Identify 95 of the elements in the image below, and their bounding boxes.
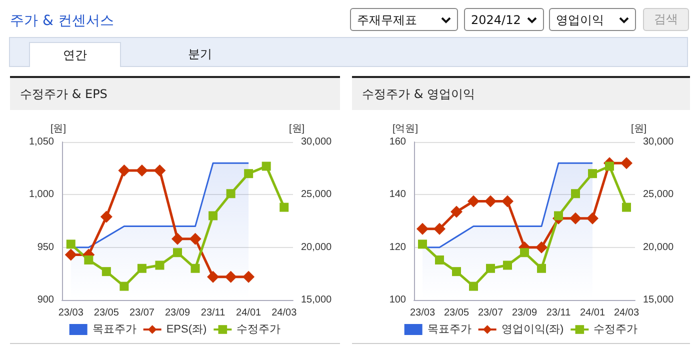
point	[226, 189, 236, 198]
point	[66, 240, 76, 249]
y2-tick-label: 30,000	[301, 136, 332, 148]
point	[137, 264, 146, 273]
point	[100, 210, 112, 223]
y-tick-label: 1,050	[28, 136, 54, 148]
y-tick-label: 900	[37, 294, 54, 306]
text: 분기	[187, 46, 213, 63]
x-tick-label: 23/11	[546, 308, 572, 318]
point	[173, 248, 182, 258]
point	[64, 248, 77, 261]
y-tick-label: 950	[37, 242, 54, 253]
point	[418, 240, 427, 249]
point	[450, 206, 462, 218]
point	[434, 222, 446, 235]
point	[242, 270, 255, 283]
point	[416, 222, 428, 235]
point	[280, 202, 289, 212]
point	[172, 232, 184, 245]
y-tick-label: 120	[389, 242, 406, 253]
point	[469, 282, 478, 291]
y2-tick-label: 30,000	[643, 136, 674, 148]
text: 검색	[643, 8, 689, 31]
legend-label: 목표주가	[427, 324, 472, 336]
y-axis-title: [원]	[50, 124, 66, 134]
point	[502, 195, 514, 208]
point	[554, 211, 563, 220]
y-tick-label: 1,000	[28, 189, 54, 200]
point	[537, 264, 546, 273]
x-tick-label: 23/05	[94, 308, 120, 318]
point	[486, 264, 495, 273]
point	[586, 212, 598, 224]
y2-axis-title: [원]	[631, 124, 647, 134]
point	[503, 260, 512, 270]
point	[207, 270, 220, 283]
chart-title: 수정주가 & 영업이익	[352, 78, 690, 110]
x-tick-label: 23/05	[444, 308, 470, 318]
point	[155, 260, 164, 270]
legend-label: EPS(좌)	[166, 324, 207, 336]
x-tick-label: 24/01	[236, 308, 262, 318]
point	[102, 267, 111, 276]
point	[452, 267, 461, 276]
point	[468, 195, 480, 208]
point	[189, 232, 202, 245]
point	[536, 241, 548, 254]
point	[262, 162, 271, 171]
point	[571, 189, 580, 198]
text: 2024/12	[471, 13, 521, 27]
x-tick-label: 23/09	[512, 308, 538, 318]
y2-tick-label: 20,000	[301, 242, 332, 253]
x-tick-label: 23/07	[129, 308, 155, 318]
point	[570, 212, 582, 224]
legend-label: 수정주가	[594, 324, 638, 336]
point	[484, 195, 496, 208]
y2-tick-label: 25,000	[643, 189, 674, 200]
x-tick-label: 23/03	[58, 308, 84, 318]
y-tick-label: 160	[389, 136, 406, 148]
x-tick-label: 23/09	[164, 308, 190, 318]
point	[520, 248, 529, 258]
text: 연간	[29, 42, 121, 67]
point	[118, 164, 130, 176]
legend-label: 목표주가	[92, 324, 136, 336]
point	[435, 255, 444, 264]
point	[154, 164, 166, 176]
y-tick-label: 100	[389, 294, 406, 306]
point	[190, 264, 200, 273]
x-tick-label: 24/01	[580, 308, 606, 318]
point	[620, 157, 632, 170]
legend-label: 영업이익(좌)	[501, 324, 564, 336]
point	[136, 164, 148, 176]
chart-title: 수정주가 & EPS	[10, 78, 340, 110]
y2-tick-label: 15,000	[643, 294, 674, 306]
point	[244, 169, 254, 178]
y2-tick-label: 15,000	[301, 294, 332, 306]
y-tick-label: 140	[389, 189, 406, 200]
y2-axis-title: [원]	[289, 124, 305, 134]
point	[588, 169, 597, 178]
text: 영업이익	[556, 13, 604, 27]
legend-label: 수정주가	[236, 324, 281, 336]
x-tick-label: 24/03	[614, 308, 640, 318]
y2-tick-label: 20,000	[643, 242, 674, 253]
point	[605, 162, 614, 171]
x-tick-label: 23/07	[478, 308, 504, 318]
point	[120, 282, 129, 291]
point	[208, 211, 218, 220]
y-axis-title: [억원]	[392, 124, 418, 134]
point	[622, 202, 631, 212]
x-tick-label: 23/03	[410, 308, 436, 318]
text: 주재무제표	[357, 13, 417, 27]
text: 주가 & 컨센서스	[10, 12, 114, 30]
x-tick-label: 23/11	[200, 308, 226, 318]
x-tick-label: 24/03	[272, 308, 298, 318]
point	[84, 255, 94, 264]
y2-tick-label: 25,000	[301, 189, 332, 200]
point	[224, 270, 237, 283]
